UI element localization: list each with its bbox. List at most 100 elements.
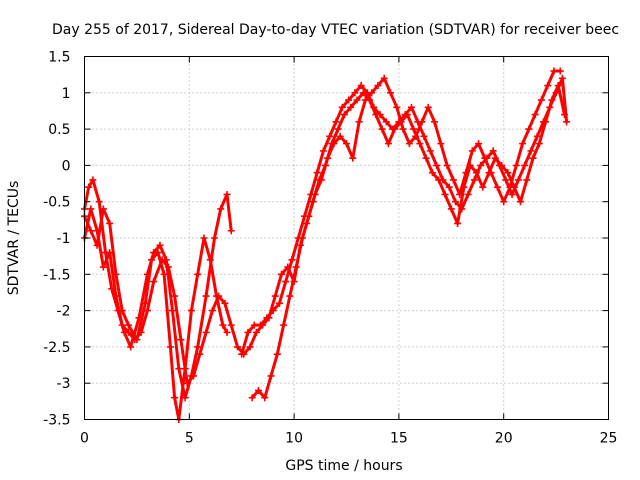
data-point — [508, 190, 516, 198]
data-point — [525, 125, 533, 133]
data-point — [280, 321, 288, 329]
data-point — [238, 350, 246, 358]
data-point — [502, 176, 510, 184]
data-point — [405, 140, 413, 148]
data-point — [426, 147, 434, 155]
data-point — [215, 292, 223, 300]
data-point — [357, 82, 365, 90]
data-point — [349, 154, 357, 162]
data-point — [202, 328, 210, 336]
data-point — [227, 227, 235, 235]
data-point — [420, 132, 428, 140]
data-point — [99, 205, 107, 213]
data-point — [313, 169, 321, 177]
data-point — [422, 154, 430, 162]
x-tick-label: 10 — [285, 431, 303, 447]
data-point — [443, 161, 451, 169]
data-point — [208, 307, 216, 315]
y-tick-label: 0 — [62, 158, 71, 174]
data-point — [275, 299, 283, 307]
data-point — [437, 140, 445, 148]
x-tick-label: 15 — [390, 431, 408, 447]
data-point — [200, 234, 208, 242]
data-point — [219, 321, 227, 329]
data-point — [330, 140, 338, 148]
data-point — [317, 176, 325, 184]
data-point — [370, 103, 378, 111]
data-point — [533, 132, 541, 140]
data-point — [282, 278, 290, 286]
data-point — [106, 219, 114, 227]
data-point — [340, 111, 348, 119]
data-point — [376, 111, 384, 119]
data-point — [271, 292, 279, 300]
data-point — [118, 321, 126, 329]
data-point — [351, 89, 359, 97]
data-point — [546, 103, 554, 111]
data-point — [273, 350, 281, 358]
data-point — [267, 372, 275, 380]
data-point — [451, 198, 459, 206]
data-point — [416, 140, 424, 148]
data-point — [125, 321, 133, 329]
x-tick-label: 20 — [495, 431, 513, 447]
data-point — [150, 278, 158, 286]
y-tick-label: -1 — [57, 231, 71, 247]
data-point — [93, 227, 101, 235]
y-tick-label: -2.5 — [43, 340, 70, 356]
data-point — [223, 328, 231, 336]
data-point — [389, 125, 397, 133]
data-point — [169, 307, 177, 315]
data-point — [210, 234, 218, 242]
data-point — [334, 125, 342, 133]
data-point — [194, 343, 202, 351]
data-point — [470, 176, 478, 184]
series-line — [83, 207, 229, 421]
data-point — [234, 343, 242, 351]
data-point — [382, 118, 390, 126]
data-point — [183, 379, 191, 387]
data-point — [355, 118, 363, 126]
data-point — [407, 103, 415, 111]
data-point — [106, 249, 114, 257]
data-point — [556, 67, 564, 75]
data-point — [326, 132, 334, 140]
data-point — [418, 118, 426, 126]
data-point — [227, 321, 235, 329]
data-point — [87, 227, 95, 235]
data-point — [544, 82, 552, 90]
data-point — [171, 394, 179, 402]
data-point — [298, 234, 306, 242]
data-series — [81, 67, 571, 423]
x-tick-label: 0 — [80, 431, 89, 447]
data-point — [393, 103, 401, 111]
data-point — [158, 256, 166, 264]
y-tick-label: 0.5 — [48, 122, 70, 138]
data-point — [246, 343, 254, 351]
x-axis-tick-labels: 0 5 10 15 20 25 — [80, 431, 617, 447]
data-point — [552, 89, 560, 97]
data-point — [95, 198, 103, 206]
data-point — [464, 190, 472, 198]
data-point — [187, 307, 195, 315]
data-point — [361, 96, 369, 104]
data-point — [154, 249, 162, 257]
y-tick-label: -1.5 — [43, 267, 70, 283]
series-track-1 — [81, 176, 235, 402]
data-point — [143, 307, 151, 315]
data-point — [401, 111, 409, 119]
data-point — [428, 169, 436, 177]
x-axis-label: GPS time / hours — [285, 458, 402, 474]
data-point — [521, 161, 529, 169]
data-point — [433, 161, 441, 169]
y-axis-label: SDTVAR / TECUs — [6, 181, 22, 296]
data-point — [166, 343, 174, 351]
data-point — [196, 350, 204, 358]
x-tick-label: 25 — [600, 431, 618, 447]
data-point — [345, 96, 353, 104]
data-point — [380, 74, 388, 82]
data-point — [194, 270, 202, 278]
data-point — [550, 67, 558, 75]
data-point — [512, 161, 520, 169]
